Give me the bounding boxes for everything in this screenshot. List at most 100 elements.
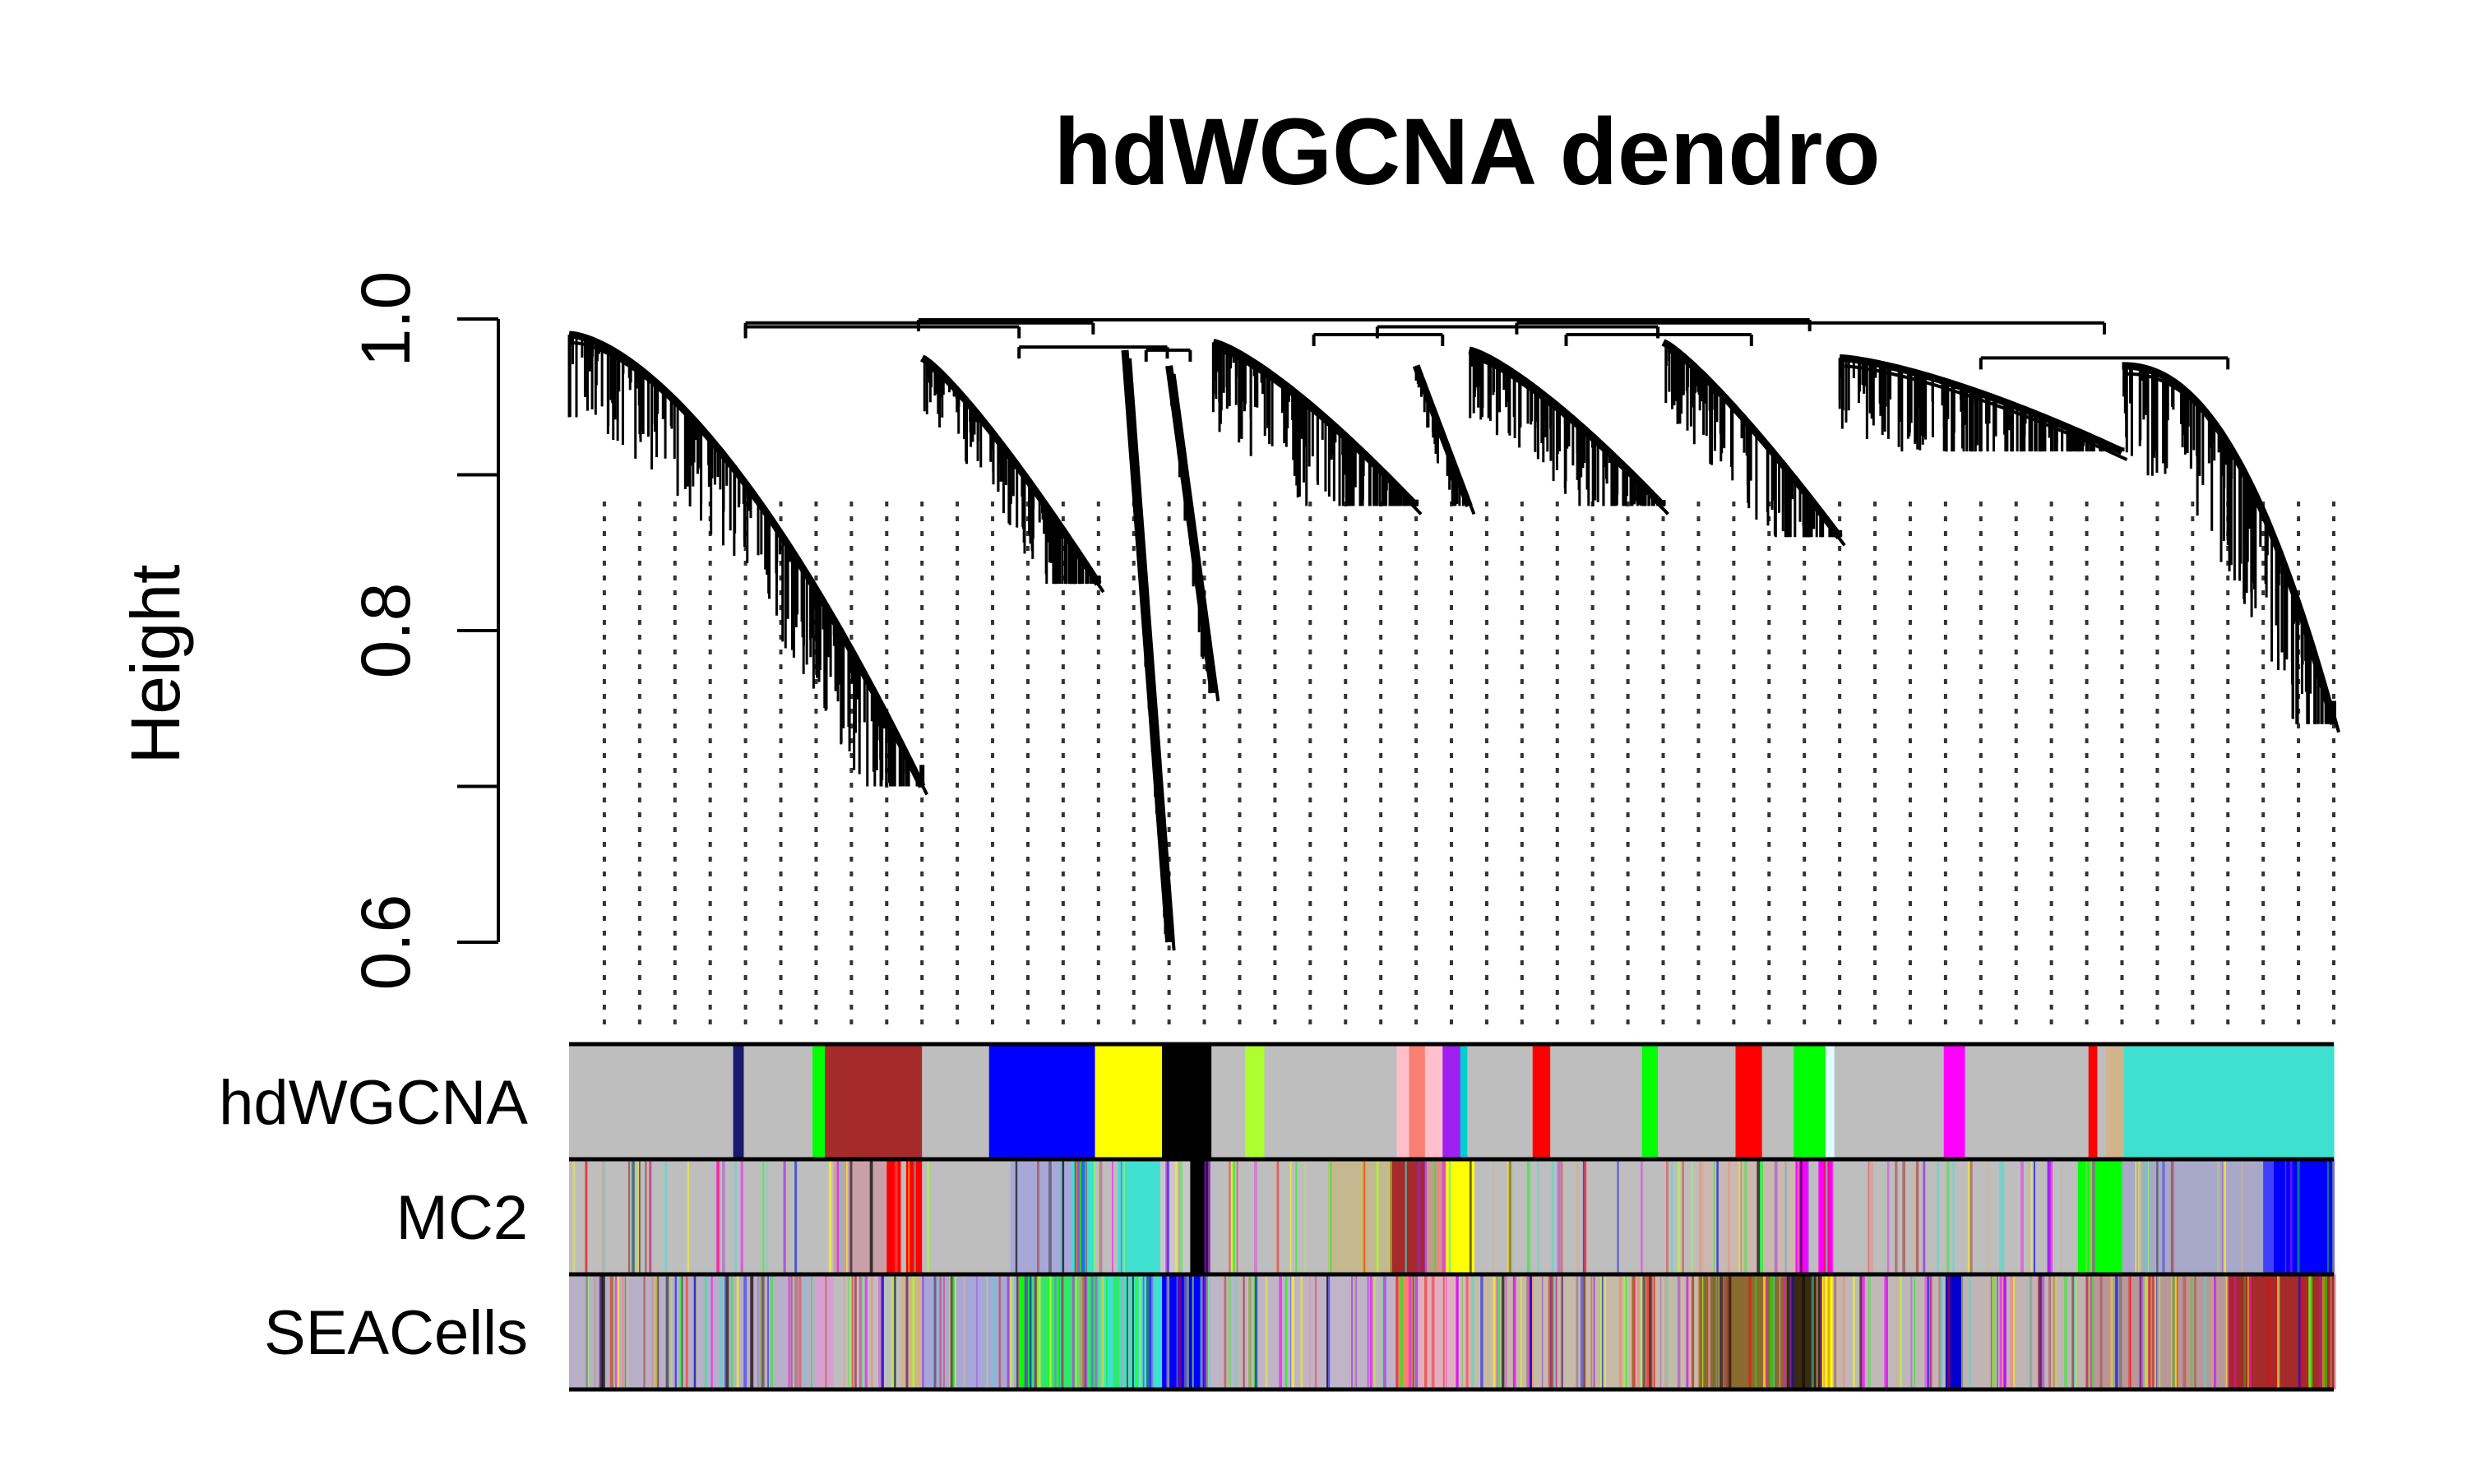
module-stripe (1697, 1274, 1700, 1389)
branch-envelope-inner (1419, 373, 1476, 515)
module-stripe (1265, 1274, 1268, 1389)
module-stripe (1641, 1159, 1643, 1274)
module-stripe (1738, 1159, 1742, 1274)
module-stripe (1080, 1274, 1083, 1389)
module-stripe (2034, 1159, 2035, 1274)
module-stripe (952, 1274, 956, 1389)
module-segment (833, 1274, 902, 1389)
module-stripe (1923, 1159, 1926, 1274)
module-stripe (1990, 1274, 1993, 1389)
module-stripe (609, 1274, 613, 1389)
module-stripe (1048, 1159, 1052, 1274)
y-tick-label: 1.0 (347, 271, 424, 368)
module-stripe (1303, 1159, 1307, 1274)
module-stripe (2119, 1274, 2122, 1389)
module-stripe (1911, 1159, 1914, 1274)
module-stripe (1424, 1274, 1428, 1389)
module-segment (1327, 1159, 1391, 1274)
module-stripe (1560, 1274, 1563, 1389)
module-stripe (2298, 1274, 2301, 1389)
module-segment (743, 1044, 813, 1159)
module-stripe (1834, 1274, 1837, 1389)
module-stripe (910, 1274, 914, 1389)
module-stripe (1254, 1159, 1257, 1274)
module-stripe (2289, 1159, 2293, 1274)
module-stripe (1774, 1159, 1778, 1274)
module-stripe (2211, 1274, 2215, 1389)
module-stripe (1178, 1274, 1182, 1389)
module-stripe (621, 1274, 624, 1389)
module-stripe (2053, 1274, 2057, 1389)
module-stripe (1575, 1274, 1578, 1389)
module-stripe (846, 1159, 848, 1274)
module-stripe (1141, 1274, 1144, 1389)
branch-cluster (1121, 349, 1176, 951)
module-segment (1658, 1044, 1737, 1159)
module-segment (569, 1159, 835, 1274)
module-stripe (1000, 1274, 1002, 1389)
module-stripe (2004, 1274, 2007, 1389)
module-stripe (2092, 1159, 2095, 1274)
module-stripe (803, 1274, 807, 1389)
y-tick-label: 0.6 (347, 895, 424, 991)
module-stripe (2155, 1274, 2156, 1389)
module-stripe (2243, 1274, 2247, 1389)
color-row-label: SEACells (264, 1298, 528, 1368)
module-stripe (2110, 1274, 2113, 1389)
module-stripe (1388, 1159, 1392, 1274)
module-stripe (1576, 1274, 1579, 1389)
module-stripe (2156, 1159, 2159, 1274)
module-segment (733, 1044, 745, 1159)
module-stripe (1493, 1274, 1496, 1389)
module-stripe (2170, 1274, 2174, 1389)
module-stripe (2277, 1274, 2280, 1389)
module-stripe (2194, 1274, 2196, 1389)
module-stripe (645, 1159, 647, 1274)
module-stripe (1075, 1274, 1077, 1389)
module-stripe (1929, 1274, 1932, 1389)
module-stripe (1562, 1274, 1563, 1389)
module-stripe (1414, 1274, 1416, 1389)
module-stripe (1691, 1159, 1693, 1274)
module-stripe (2321, 1274, 2325, 1389)
module-stripe (1273, 1159, 1275, 1274)
module-stripe (572, 1159, 576, 1274)
module-stripe (788, 1274, 791, 1389)
module-stripe (1409, 1274, 1412, 1389)
module-stripe (1085, 1159, 1087, 1274)
module-stripe (1686, 1274, 1688, 1389)
module-stripe (1354, 1274, 1357, 1389)
module-stripe (1886, 1159, 1890, 1274)
module-stripe (710, 1274, 713, 1389)
module-stripe (1884, 1274, 1887, 1389)
module-stripe (1247, 1274, 1251, 1389)
module-segment (922, 1274, 1020, 1389)
module-stripe (1130, 1274, 1134, 1389)
module-stripe (1122, 1159, 1126, 1274)
module-stripe (864, 1274, 867, 1389)
branch-cluster (1211, 339, 1423, 515)
module-stripe (1701, 1274, 1704, 1389)
module-stripe (2170, 1159, 2174, 1274)
module-stripe (998, 1274, 1002, 1389)
module-stripe (948, 1274, 951, 1389)
module-stripe (1946, 1274, 1951, 1389)
module-stripe (1424, 1274, 1428, 1389)
module-stripe (593, 1274, 597, 1389)
module-stripe (2085, 1159, 2088, 1274)
module-stripe (1659, 1274, 1662, 1389)
merge-link (743, 325, 1021, 339)
module-stripe (2090, 1274, 2094, 1389)
module-stripe (2115, 1274, 2118, 1389)
module-segment (1825, 1044, 1835, 1159)
module-stripe (1504, 1274, 1507, 1389)
module-stripe (1047, 1274, 1050, 1389)
module-stripe (1800, 1159, 1803, 1274)
module-stripe (704, 1274, 707, 1389)
module-stripe (1082, 1274, 1085, 1389)
module-stripe (954, 1274, 956, 1389)
module-stripe (1541, 1274, 1544, 1389)
module-stripe (2297, 1159, 2300, 1274)
module-stripe (1228, 1274, 1230, 1389)
module-stripe (1512, 1274, 1516, 1389)
